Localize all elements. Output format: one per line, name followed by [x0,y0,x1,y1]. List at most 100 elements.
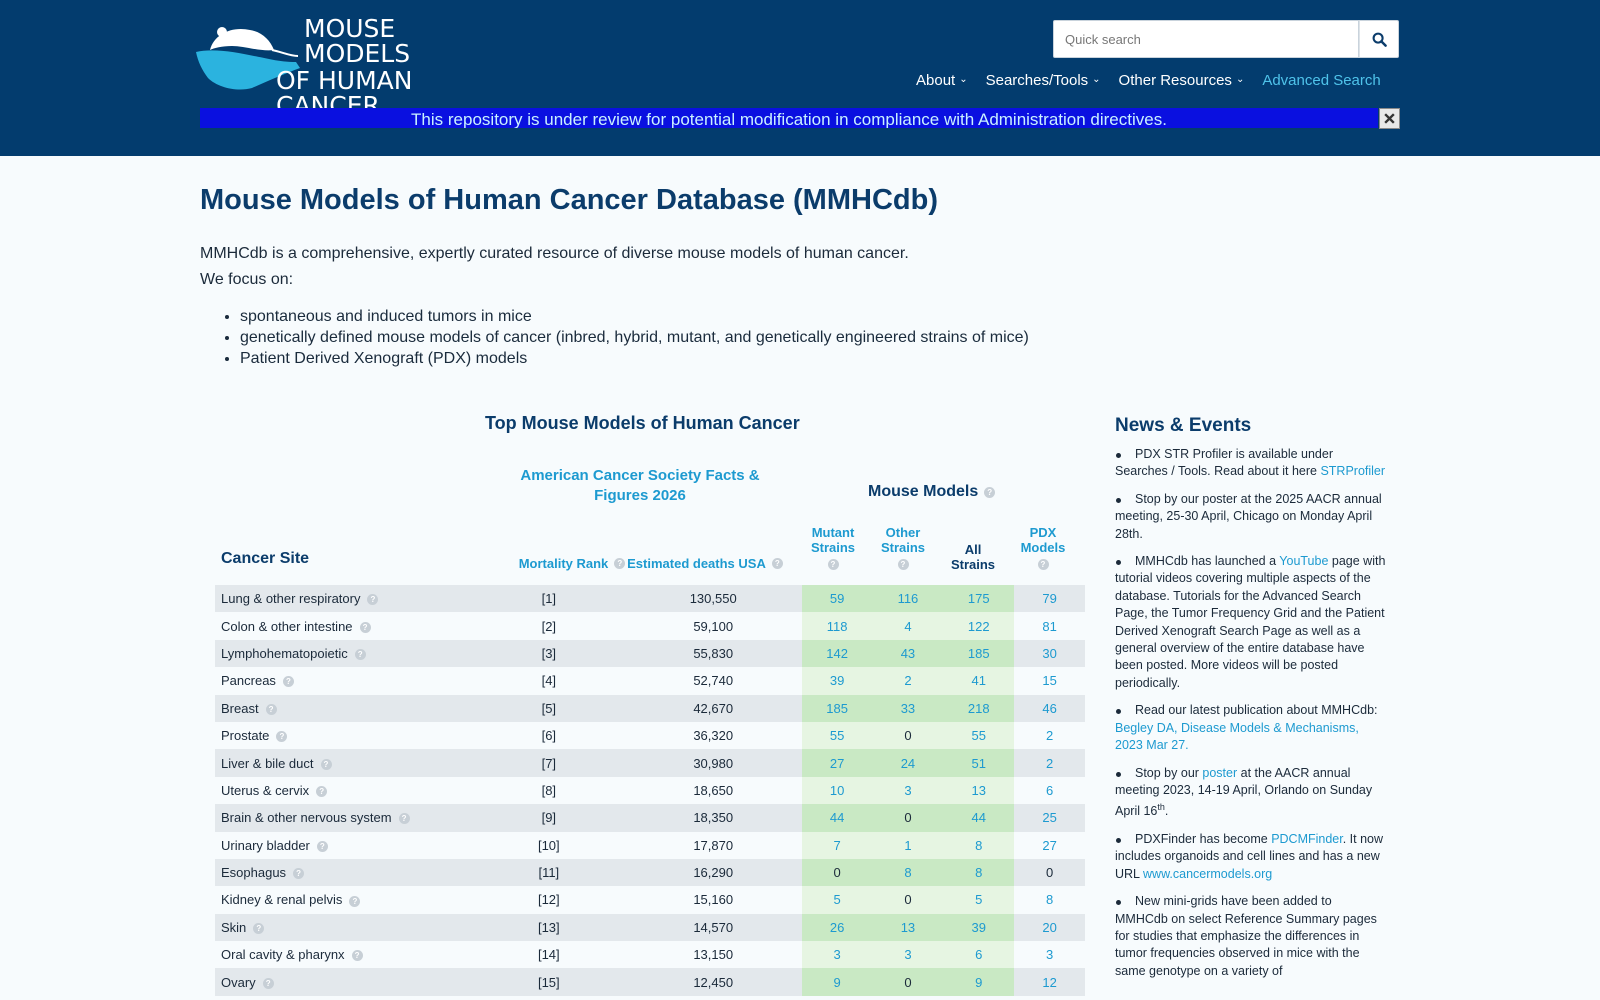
all-strains-cell[interactable]: 44 [943,804,1015,832]
pdx-models-cell[interactable]: 81 [1014,612,1085,640]
other-strains-cell[interactable]: 116 [872,585,944,613]
mutant-strains-cell[interactable]: 26 [801,913,873,942]
help-icon[interactable]: ? [359,621,371,633]
other-strains-cell[interactable]: 33 [872,694,944,722]
acs-facts-link[interactable]: American Cancer Society Facts & Figures … [520,467,760,504]
all-strains-cell[interactable]: 218 [943,694,1015,722]
all-strains-cell[interactable]: 5 [943,886,1015,914]
pdx-models-cell[interactable]: 46 [1014,694,1085,722]
help-icon[interactable]: ? [293,868,305,880]
all-strains-cell[interactable]: 41 [943,667,1015,695]
mutant-strains-cell[interactable]: 185 [801,694,873,722]
all-strains-cell[interactable]: 6 [943,941,1015,969]
help-icon[interactable]: ? [1037,559,1049,571]
focus-list: spontaneous and induced tumors in mice g… [240,306,1029,369]
help-icon[interactable]: ? [398,813,410,825]
pdx-models-cell[interactable]: 79 [1014,585,1085,613]
help-icon[interactable]: ? [316,785,328,797]
mutant-strains-cell[interactable]: 7 [801,831,873,859]
all-strains-cell[interactable]: 8 [943,858,1015,887]
search-button[interactable] [1359,20,1399,58]
all-strains-cell[interactable]: 39 [943,913,1015,942]
col-other-strains-label[interactable]: Other Strains [880,525,926,555]
quick-search-input[interactable] [1053,20,1359,58]
pdx-models-cell[interactable]: 25 [1014,804,1085,832]
help-icon[interactable]: ? [276,731,288,743]
other-strains-cell[interactable]: 8 [872,858,944,887]
mutant-strains-cell[interactable]: 59 [801,585,873,613]
all-strains-cell[interactable]: 51 [943,749,1015,777]
mutant-strains-cell[interactable]: 39 [801,667,873,695]
other-strains-cell[interactable]: 4 [872,612,944,640]
all-strains-cell[interactable]: 9 [943,968,1015,996]
help-icon[interactable]: ? [316,840,328,852]
other-strains-cell[interactable]: 43 [872,639,944,668]
pdx-models-cell[interactable]: 2 [1014,749,1085,777]
other-strains-cell[interactable]: 2 [872,667,944,695]
cancer-site-cell: Ovary? [215,968,473,996]
mutant-strains-cell[interactable]: 27 [801,749,873,777]
nav-advanced-search[interactable]: Advanced Search [1262,72,1381,89]
help-icon[interactable]: ? [367,594,379,606]
mutant-strains-cell[interactable]: 44 [801,804,873,832]
all-strains-cell[interactable]: 55 [943,721,1015,750]
col-estimated-deaths: Estimated deaths USA? [620,556,790,571]
mutant-strains-cell[interactable]: 10 [801,776,873,805]
help-icon[interactable]: ? [320,758,332,770]
help-icon[interactable]: ? [349,895,361,907]
help-icon[interactable]: ? [897,559,909,571]
help-icon[interactable]: ? [354,649,366,661]
col-pdx-models-label[interactable]: PDX Models [1020,525,1066,555]
site-logo[interactable]: MOUSE MODELS OF HUMAN CANCER DATABASE [192,16,482,130]
banner-close-button[interactable] [1379,108,1400,129]
pdx-models-cell[interactable]: 6 [1014,776,1085,805]
col-mortality-rank-label[interactable]: Mortality Rank [518,556,609,571]
col-mutant-strains-label[interactable]: Mutant Strains [810,525,856,555]
news-link[interactable]: poster [1202,765,1238,780]
pdx-models-cell[interactable]: 12 [1014,968,1085,996]
pdx-models-cell[interactable]: 8 [1014,886,1085,914]
col-all-strains: All Strains [950,542,996,572]
all-strains-cell[interactable]: 185 [943,639,1015,668]
pdx-models-cell[interactable]: 30 [1014,639,1085,668]
mutant-strains-cell[interactable]: 118 [801,612,873,640]
mutant-strains-cell[interactable]: 55 [801,721,873,750]
mutant-strains-cell[interactable]: 3 [801,941,873,969]
pdx-models-cell[interactable]: 3 [1014,941,1085,969]
pdx-models-cell[interactable]: 20 [1014,913,1085,942]
nav-other-resources[interactable]: Other Resources ⌄ [1119,72,1245,89]
help-icon[interactable]: ? [282,676,294,688]
news-link[interactable]: STRProfiler [1320,464,1386,479]
news-link[interactable]: Begley DA, Disease Models & Mechanisms, … [1115,720,1359,753]
mutant-strains-cell[interactable]: 5 [801,886,873,914]
help-icon[interactable]: ? [771,558,783,569]
other-strains-cell[interactable]: 24 [872,749,944,777]
other-strains-cell[interactable]: 3 [872,941,944,969]
cancer-site-cell: Colon & other intestine? [215,612,473,640]
help-icon[interactable]: ? [265,703,277,715]
other-strains-cell[interactable]: 1 [872,831,944,859]
help-icon[interactable]: ? [614,558,626,569]
other-strains-cell[interactable]: 3 [872,776,944,805]
help-icon[interactable]: ? [984,486,996,498]
pdx-models-cell[interactable]: 15 [1014,667,1085,695]
news-link[interactable]: www.cancermodels.org [1143,866,1273,881]
mutant-strains-cell[interactable]: 142 [801,639,873,668]
all-strains-cell[interactable]: 122 [943,612,1015,640]
nav-about[interactable]: About ⌄ [916,72,968,89]
all-strains-cell[interactable]: 13 [943,776,1015,805]
other-strains-cell[interactable]: 13 [872,913,944,942]
pdx-models-cell[interactable]: 2 [1014,721,1085,750]
col-estimated-deaths-label[interactable]: Estimated deaths USA [627,556,766,571]
nav-searches-tools[interactable]: Searches/Tools ⌄ [986,72,1101,89]
all-strains-cell[interactable]: 175 [943,585,1015,613]
all-strains-cell[interactable]: 8 [943,831,1015,859]
help-icon[interactable]: ? [262,977,274,989]
news-link[interactable]: YouTube [1279,554,1329,569]
news-link[interactable]: PDCMFinder [1271,831,1343,846]
mutant-strains-cell[interactable]: 9 [801,968,873,996]
help-icon[interactable]: ? [351,950,363,962]
pdx-models-cell[interactable]: 27 [1014,831,1085,859]
help-icon[interactable]: ? [253,922,265,934]
help-icon[interactable]: ? [827,559,839,571]
